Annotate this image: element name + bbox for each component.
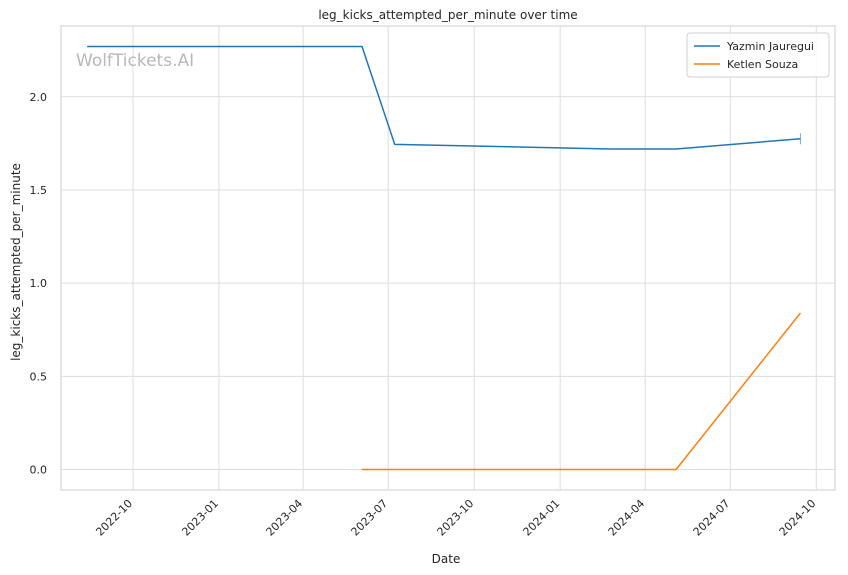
y-axis-label: leg_kicks_attempted_per_minute	[9, 163, 23, 361]
y-axis: 0.0 0.5 1.0 1.5 2.0	[30, 91, 48, 477]
y-tick-label: 1.0	[30, 277, 48, 290]
x-tick-label: 2024-10	[777, 497, 819, 539]
grid	[61, 26, 835, 490]
watermark: WolfTickets.AI	[76, 51, 194, 71]
y-tick-label: 1.5	[30, 184, 48, 197]
x-tick-label: 2024-04	[606, 497, 648, 539]
x-tick-label: 2024-01	[521, 497, 563, 539]
y-tick-label: 2.0	[30, 91, 48, 104]
series-line-ketlen-souza	[362, 312, 802, 471]
x-tick-label: 2023-10	[435, 497, 477, 539]
x-tick-label: 2023-07	[349, 497, 391, 539]
legend-box	[686, 32, 830, 78]
x-axis: 2022-10 2023-01 2023-04 2023-07 2023-10 2024-…	[93, 497, 818, 539]
x-tick-label: 2024-07	[691, 497, 733, 539]
series-layer	[87, 45, 802, 471]
legend-label-ketlen-souza: Ketlen Souza	[727, 58, 798, 71]
y-tick-label: 0.5	[30, 370, 48, 383]
x-tick-label: 2023-04	[264, 497, 306, 539]
series-line-yazmin-jauregui	[87, 45, 801, 150]
y-tick-label: 0.0	[30, 464, 48, 477]
legend-label-yazmin-jauregui: Yazmin Jauregui	[726, 40, 814, 53]
legend: Yazmin Jauregui Ketlen Souza	[686, 32, 830, 78]
x-axis-label: Date	[432, 552, 461, 566]
x-tick-label: 2023-01	[179, 497, 221, 539]
plot-background	[60, 25, 836, 491]
x-tick-label: 2022-10	[93, 497, 135, 539]
chart-title: leg_kicks_attempted_per_minute over time	[318, 8, 577, 22]
